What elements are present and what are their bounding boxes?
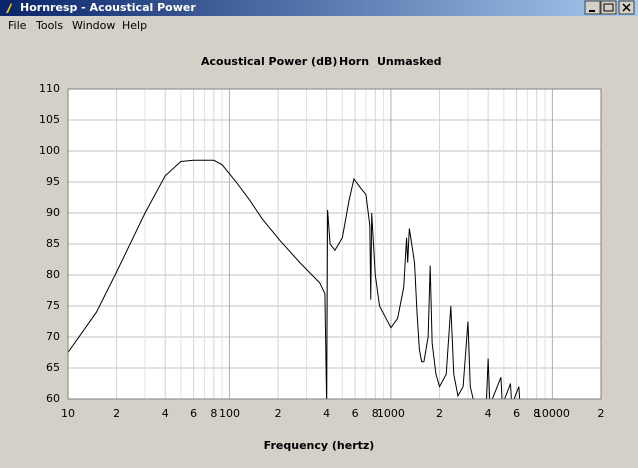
y-tick-label: 105 (39, 113, 60, 126)
menu-bar: File Tools Window Help (8, 19, 147, 32)
x-tick-label: 2 (598, 407, 605, 420)
x-tick-label: 6 (513, 407, 520, 420)
x-tick-label: 8 (372, 407, 379, 420)
x-tick-label: 8 (533, 407, 540, 420)
y-tick-label: 100 (39, 144, 60, 157)
x-tick-label: 4 (162, 407, 169, 420)
minimize-button[interactable] (584, 0, 601, 15)
x-tick-label: 2 (113, 407, 120, 420)
chart-title: Acoustical Power (dB) (201, 55, 337, 68)
maximize-button[interactable] (600, 0, 617, 15)
power-curve (68, 159, 521, 399)
x-tick-label: 1000 (377, 407, 405, 420)
close-icon (622, 3, 631, 12)
menu-item[interactable]: Window (72, 19, 115, 32)
x-axis-label: Frequency (hertz) (264, 439, 375, 452)
y-tick-label: 110 (39, 82, 60, 95)
y-tick-label: 60 (46, 392, 60, 405)
y-tick-label: 90 (46, 206, 60, 219)
app-icon (6, 3, 12, 13)
y-tick-label: 75 (46, 299, 60, 312)
y-tick-label: 65 (46, 361, 60, 374)
curve-group (68, 159, 521, 399)
mask-mode: Unmasked (377, 55, 442, 68)
x-tick-label: 8 (210, 407, 217, 420)
y-tick-label: 80 (46, 268, 60, 281)
x-tick-label: 4 (485, 407, 492, 420)
title-bar (0, 0, 638, 16)
x-tick-label: 2 (275, 407, 282, 420)
window-title: Hornresp - Acoustical Power (20, 1, 196, 14)
x-tick-label: 10000 (535, 407, 570, 420)
menu-item[interactable]: File (8, 19, 27, 32)
menu-item[interactable]: Help (122, 19, 147, 32)
plot-frame (67, 88, 602, 400)
x-tick-label: 4 (323, 407, 330, 420)
x-tick-label: 2 (436, 407, 443, 420)
y-tick-label: 70 (46, 330, 60, 343)
chart-subtitle: Horn (339, 55, 369, 68)
maximize-icon (603, 3, 614, 12)
y-tick-label: 85 (46, 237, 60, 250)
window-buttons (584, 0, 635, 15)
x-tick-label: 10 (61, 407, 75, 420)
x-tick-label: 6 (190, 407, 197, 420)
x-tick-label: 6 (352, 407, 359, 420)
x-tick-label: 100 (219, 407, 240, 420)
menu-item[interactable]: Tools (35, 19, 63, 32)
y-tick-label: 95 (46, 175, 60, 188)
